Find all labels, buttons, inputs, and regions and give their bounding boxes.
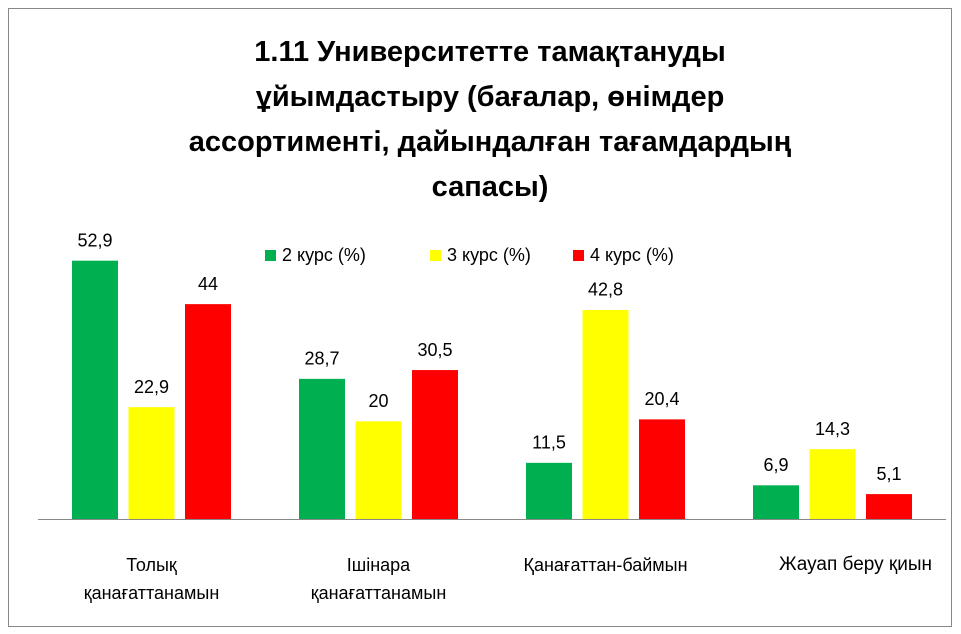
data-label: 5,1 xyxy=(876,464,901,484)
data-label: 20,4 xyxy=(644,389,679,409)
bar xyxy=(412,370,458,519)
legend-label: 4 курс (%) xyxy=(590,245,674,265)
data-label: 14,3 xyxy=(815,419,850,439)
bar xyxy=(299,378,345,519)
bar xyxy=(526,462,572,519)
legend-swatch xyxy=(573,250,584,261)
bar xyxy=(128,407,175,519)
bar xyxy=(582,309,629,519)
x-tick-label: Жауап беру қиын xyxy=(779,554,932,575)
data-label: 42,8 xyxy=(588,280,623,300)
chart-title: 1.11 Университетте тамақтануды ұйымдасты… xyxy=(188,36,792,203)
bar xyxy=(753,485,799,519)
x-tick-label: Қанағаттан-баймын xyxy=(523,555,688,575)
data-label: 22,9 xyxy=(134,377,169,397)
bar xyxy=(72,260,118,519)
data-label: 11,5 xyxy=(532,433,566,453)
legend-swatch xyxy=(265,250,276,261)
bar xyxy=(866,494,912,519)
data-label: 28,7 xyxy=(304,349,339,369)
chart-border xyxy=(8,8,952,627)
data-label: 6,9 xyxy=(763,455,788,475)
x-tick-label: Ішінара қанағаттанамын xyxy=(310,555,447,603)
data-label: 20 xyxy=(368,391,388,411)
bar xyxy=(185,304,231,519)
data-label: 30,5 xyxy=(417,340,452,360)
x-tick-label: Толық қанағаттанамын xyxy=(83,555,220,603)
legend-swatch xyxy=(430,250,441,261)
bar xyxy=(355,421,402,519)
data-label: 52,9 xyxy=(77,230,112,250)
bar xyxy=(809,449,856,519)
legend-label: 2 курс (%) xyxy=(282,245,366,265)
legend-label: 3 курс (%) xyxy=(447,245,531,265)
bar xyxy=(639,419,685,519)
data-label: 44 xyxy=(198,274,218,294)
